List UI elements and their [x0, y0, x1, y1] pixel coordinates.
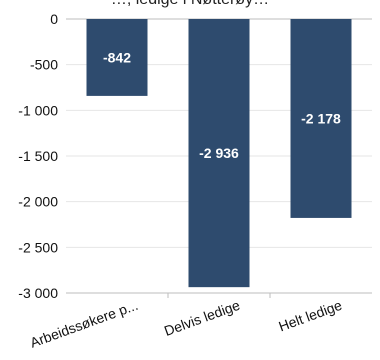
- y-tick-label: -2 500: [18, 239, 58, 255]
- y-tick-label: -2 000: [18, 194, 58, 210]
- x-tick-label: Arbeidssøkere p...: [28, 297, 140, 351]
- value-label: -2 936: [199, 145, 239, 161]
- bar[interactable]: [188, 19, 250, 288]
- y-tick-label: -3 000: [18, 285, 58, 301]
- y-tick-label: -1 000: [18, 102, 58, 118]
- value-label: -2 178: [301, 110, 341, 126]
- chart-title: …, ledige i Nøtterøy…: [0, 0, 380, 9]
- value-labels: -842 -2 936 -2 178: [103, 49, 341, 161]
- x-tick-labels: Arbeidssøkere p... Delvis ledige Helt ledi…: [28, 297, 344, 351]
- bars: [86, 19, 352, 288]
- y-tick-label: 0: [50, 11, 58, 27]
- value-label: -842: [103, 49, 131, 65]
- bar[interactable]: [86, 19, 148, 96]
- y-tick-labels: 0 -500 -1 000 -1 500 -2 000 -2 500 -3 000: [18, 11, 58, 301]
- bar[interactable]: [290, 19, 352, 218]
- y-tick-label: -500: [30, 57, 58, 73]
- y-tick-label: -1 500: [18, 148, 58, 164]
- x-tick-label: Delvis ledige: [162, 297, 242, 339]
- x-tick-label: Helt ledige: [276, 297, 344, 335]
